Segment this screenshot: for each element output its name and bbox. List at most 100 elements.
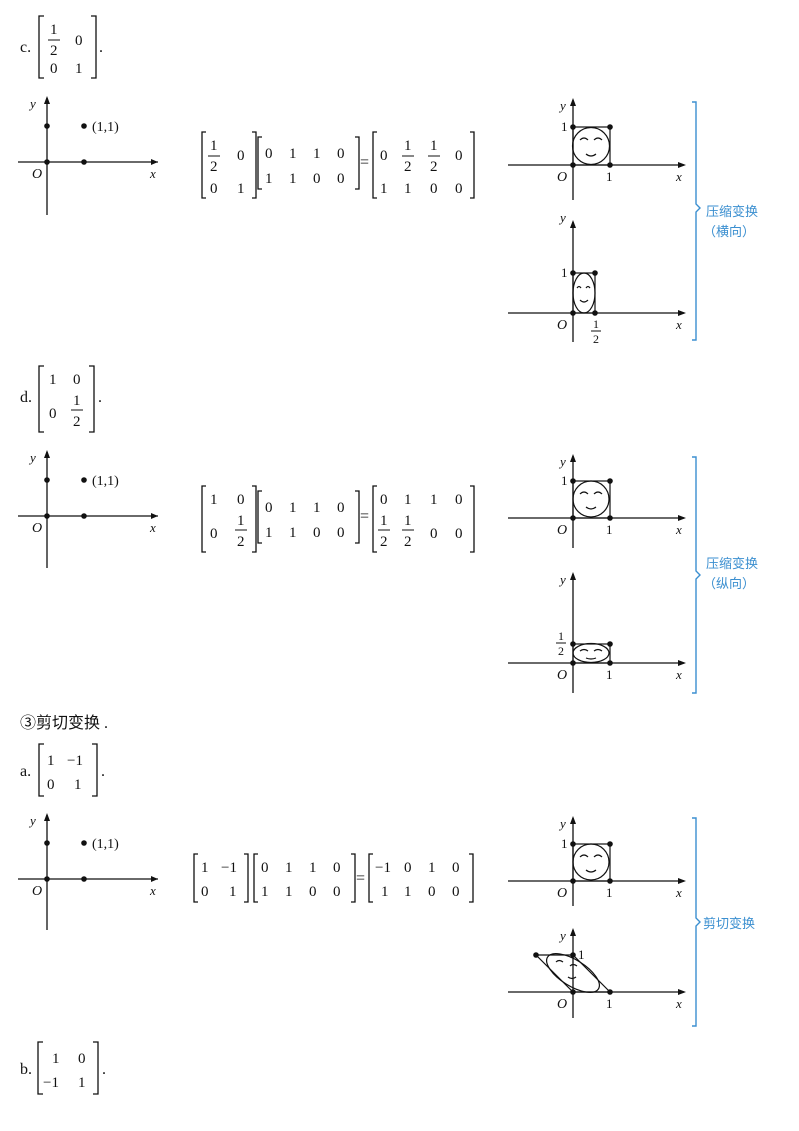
origin-label: O xyxy=(32,167,42,182)
brace xyxy=(692,817,701,1027)
svg-text:2: 2 xyxy=(593,332,599,346)
svg-text:0: 0 xyxy=(210,526,218,542)
svg-text:y: y xyxy=(558,928,566,943)
svg-text:−1: −1 xyxy=(221,860,237,876)
svg-text:1: 1 xyxy=(428,860,436,876)
svg-text:−1: −1 xyxy=(43,1075,59,1091)
brace xyxy=(692,456,701,694)
case-c-heading: c. 1 2 0 0 1 . xyxy=(20,15,103,79)
axis-y-label: y xyxy=(28,96,36,111)
annotation-line1: 压缩变换 xyxy=(706,204,758,220)
svg-text:0: 0 xyxy=(455,526,463,542)
matrix-entry: 0 xyxy=(75,33,83,49)
svg-text:0: 0 xyxy=(313,525,321,541)
matrix-entry: 1 xyxy=(75,61,83,77)
svg-text:0: 0 xyxy=(47,777,55,793)
svg-text:x: x xyxy=(675,317,682,332)
svg-text:=: = xyxy=(360,508,369,525)
svg-text:0: 0 xyxy=(337,171,345,187)
case-d-plot: (1,1) y x O xyxy=(18,450,158,568)
svg-text:2: 2 xyxy=(237,534,245,550)
point-label: (1,1) xyxy=(92,474,119,489)
svg-text:O: O xyxy=(557,170,567,185)
matrix-entry: 1 xyxy=(50,22,58,38)
svg-text:1: 1 xyxy=(430,138,438,154)
svg-text:a.: a. xyxy=(20,763,31,780)
svg-text:0: 0 xyxy=(201,884,209,900)
svg-text:.: . xyxy=(101,763,105,780)
case-a-plot: (1,1) y x O xyxy=(18,813,158,930)
svg-text:0: 0 xyxy=(452,860,460,876)
annotation-line2: （纵向） xyxy=(703,576,755,592)
svg-text:0: 0 xyxy=(261,860,269,876)
svg-text:1: 1 xyxy=(237,181,245,197)
svg-text:0: 0 xyxy=(428,884,436,900)
svg-text:x: x xyxy=(149,883,156,898)
svg-text:1: 1 xyxy=(74,777,82,793)
svg-text:y: y xyxy=(558,816,566,831)
section-heading: ③剪切变换 . xyxy=(20,714,108,732)
svg-text:y: y xyxy=(28,813,36,828)
svg-text:1: 1 xyxy=(285,884,293,900)
matrix-bracket xyxy=(38,15,97,79)
svg-text:0: 0 xyxy=(404,860,412,876)
svg-text:2: 2 xyxy=(380,534,388,550)
svg-text:0: 0 xyxy=(380,492,388,508)
svg-text:2: 2 xyxy=(404,159,412,175)
case-d-figure-original: y 1 O 1 x xyxy=(508,454,686,548)
svg-text:0: 0 xyxy=(265,146,273,162)
svg-text:1: 1 xyxy=(380,513,388,529)
svg-text:2: 2 xyxy=(430,159,438,175)
svg-text:x: x xyxy=(675,996,682,1011)
svg-text:1: 1 xyxy=(265,525,273,541)
svg-text:0: 0 xyxy=(49,406,57,422)
svg-text:1: 1 xyxy=(593,317,599,331)
svg-text:0: 0 xyxy=(380,148,388,164)
svg-text:1: 1 xyxy=(430,492,438,508)
svg-text:y: y xyxy=(558,454,566,469)
svg-text:x: x xyxy=(675,169,682,184)
svg-text:1: 1 xyxy=(52,1051,60,1067)
svg-text:.: . xyxy=(98,389,102,406)
svg-text:0: 0 xyxy=(337,525,345,541)
svg-text:1: 1 xyxy=(261,884,269,900)
svg-text:0: 0 xyxy=(78,1051,86,1067)
svg-text:0: 0 xyxy=(210,181,218,197)
svg-text:1: 1 xyxy=(78,1075,86,1091)
svg-text:x: x xyxy=(149,520,156,535)
svg-text:1: 1 xyxy=(237,513,245,529)
matrix-entry: 0 xyxy=(50,61,58,77)
svg-text:1: 1 xyxy=(404,181,412,197)
svg-text:0: 0 xyxy=(333,884,341,900)
case-c-label: c. xyxy=(20,39,31,56)
svg-text:1: 1 xyxy=(606,667,613,682)
svg-text:1: 1 xyxy=(606,169,613,184)
svg-text:1: 1 xyxy=(561,473,568,488)
svg-text:O: O xyxy=(32,521,42,536)
svg-text:1: 1 xyxy=(309,860,317,876)
svg-text:=: = xyxy=(360,154,369,171)
svg-text:=: = xyxy=(356,870,365,887)
svg-text:1: 1 xyxy=(47,753,55,769)
annotation-line1: 压缩变换 xyxy=(706,556,758,572)
matrix-entry: 2 xyxy=(50,43,58,59)
svg-text:O: O xyxy=(557,997,567,1012)
svg-text:1: 1 xyxy=(289,525,297,541)
svg-text:1: 1 xyxy=(229,884,237,900)
svg-text:1: 1 xyxy=(313,146,321,162)
svg-text:1: 1 xyxy=(201,860,209,876)
svg-text:O: O xyxy=(557,668,567,683)
svg-text:1: 1 xyxy=(210,492,218,508)
svg-text:1: 1 xyxy=(265,171,273,187)
svg-text:1: 1 xyxy=(381,884,389,900)
svg-text:0: 0 xyxy=(265,500,273,516)
svg-text:1: 1 xyxy=(210,138,218,154)
svg-text:1: 1 xyxy=(285,860,293,876)
svg-text:0: 0 xyxy=(430,526,438,542)
svg-text:0: 0 xyxy=(430,181,438,197)
svg-text:1: 1 xyxy=(289,171,297,187)
svg-text:0: 0 xyxy=(337,146,345,162)
brace xyxy=(692,101,701,341)
svg-text:1: 1 xyxy=(404,513,412,529)
